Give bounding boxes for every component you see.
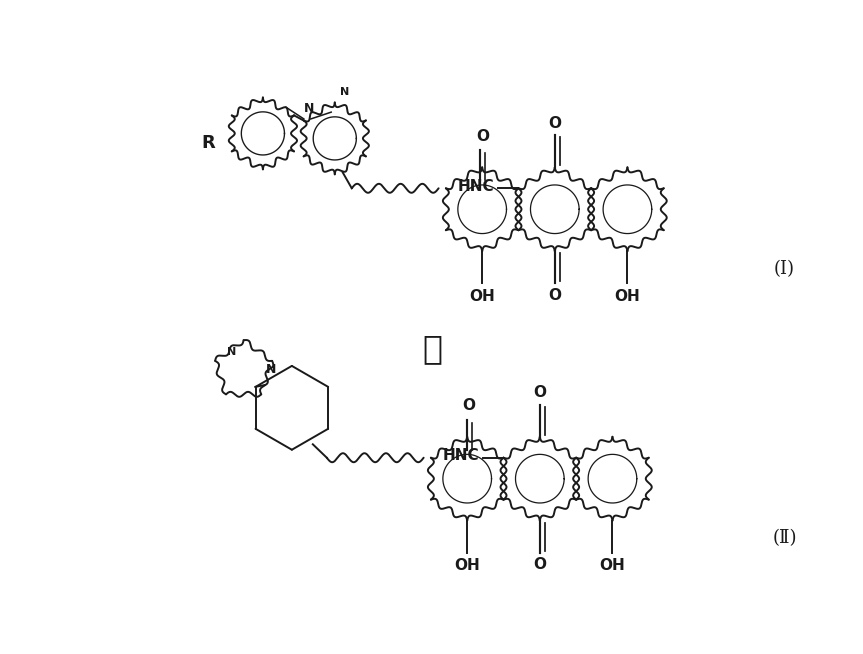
Text: HNC: HNC [458, 179, 494, 194]
Text: O: O [533, 557, 546, 572]
Text: N: N [227, 347, 236, 357]
Text: O: O [476, 129, 489, 144]
Text: O: O [533, 385, 546, 400]
Text: N: N [266, 363, 276, 376]
Text: OH: OH [614, 288, 640, 303]
Text: O: O [548, 288, 561, 303]
Text: 或: 或 [422, 332, 442, 366]
Text: O: O [462, 398, 475, 413]
Text: (Ⅱ): (Ⅱ) [772, 530, 797, 547]
Text: OH: OH [600, 558, 626, 573]
Text: R: R [201, 134, 215, 152]
Text: O: O [548, 116, 561, 131]
Text: N: N [340, 88, 350, 97]
Text: OH: OH [454, 558, 480, 573]
Text: N: N [304, 103, 314, 116]
Text: HNC: HNC [443, 448, 480, 463]
Text: OH: OH [469, 288, 495, 303]
Text: (Ⅰ): (Ⅰ) [774, 260, 795, 278]
